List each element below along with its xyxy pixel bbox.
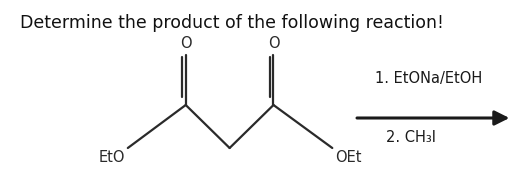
Text: 1. EtONa/EtOH: 1. EtONa/EtOH <box>375 70 483 86</box>
Text: EtO: EtO <box>99 150 125 165</box>
Text: OEt: OEt <box>335 150 362 165</box>
Text: 2. CH₃I: 2. CH₃I <box>386 130 436 146</box>
Text: O: O <box>268 36 279 51</box>
Text: Determine the product of the following reaction!: Determine the product of the following r… <box>20 14 444 32</box>
Text: O: O <box>180 36 192 51</box>
